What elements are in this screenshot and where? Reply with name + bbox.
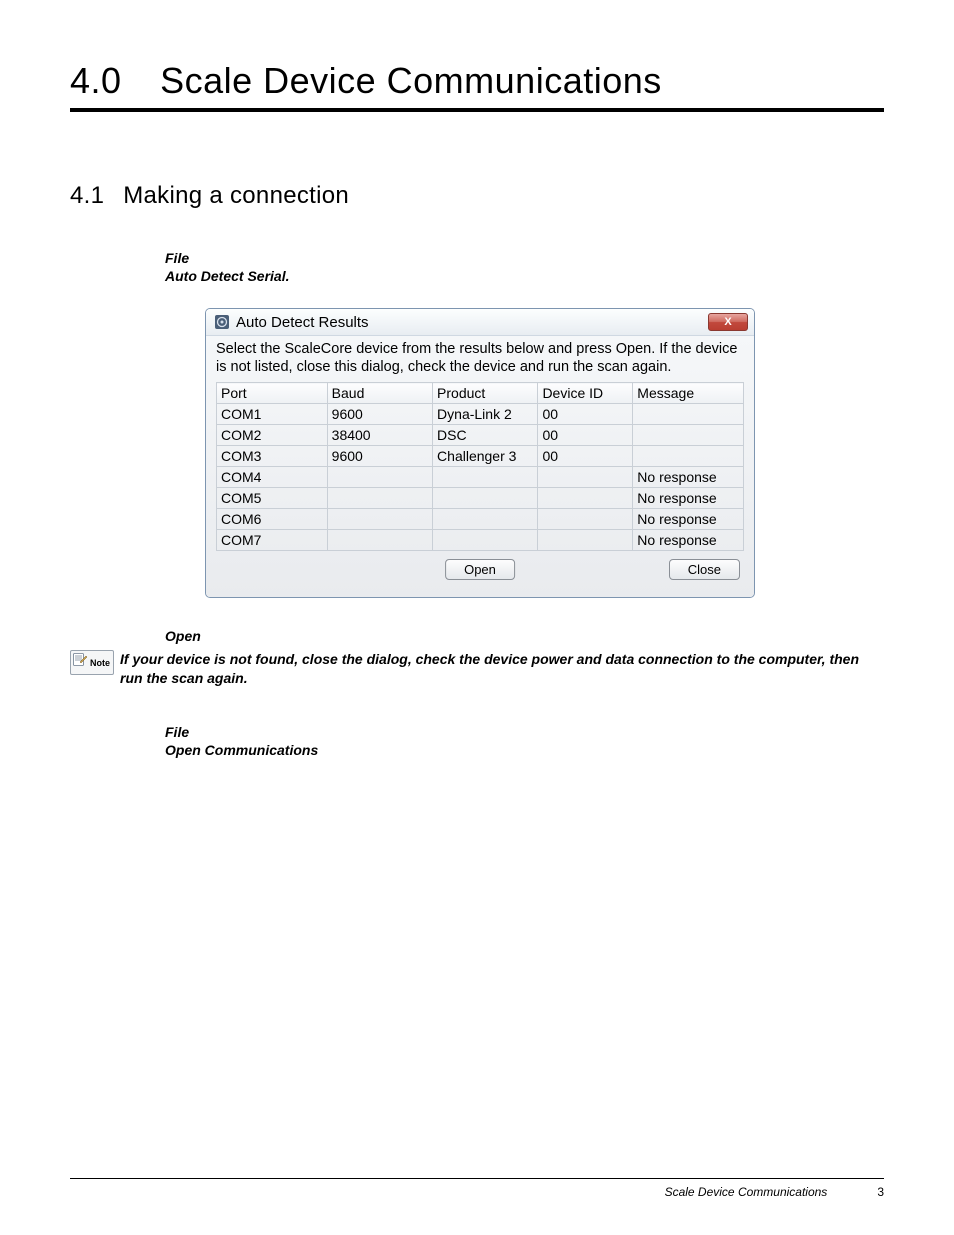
table-cell (538, 509, 633, 530)
column-header[interactable]: Product (433, 383, 538, 404)
table-cell: COM7 (217, 530, 328, 551)
dialog-title: Auto Detect Results (236, 314, 708, 331)
app-icon (214, 314, 230, 330)
results-table: Port Baud Product Device ID Message COM1… (216, 382, 744, 551)
note-badge: Note (70, 650, 114, 675)
step-file-autodetect: File Auto Detect Serial. (165, 250, 884, 284)
chapter-title: Scale Device Communications (160, 60, 662, 101)
step-line: Open Communications (165, 742, 884, 758)
dialog-body: Select the ScaleCore device from the res… (206, 336, 754, 597)
table-cell (538, 488, 633, 509)
table-cell: 38400 (327, 425, 432, 446)
table-row[interactable]: COM4 No response (217, 467, 744, 488)
open-button[interactable]: Open (445, 559, 515, 580)
step-line: File (165, 724, 884, 740)
table-row[interactable]: COM6 No response (217, 509, 744, 530)
table-row[interactable]: COM39600Challenger 300 (217, 446, 744, 467)
close-button[interactable]: Close (669, 559, 740, 580)
table-cell: No response (633, 488, 744, 509)
table-cell (327, 509, 432, 530)
table-cell (327, 467, 432, 488)
step-line: File (165, 250, 884, 266)
table-cell (433, 488, 538, 509)
table-cell: 9600 (327, 404, 432, 425)
column-header[interactable]: Message (633, 383, 744, 404)
step-line: Auto Detect Serial. (165, 268, 884, 284)
footer-page-number: 3 (877, 1185, 884, 1199)
table-cell: COM4 (217, 467, 328, 488)
section-heading: 4.1 Making a connection (70, 182, 884, 210)
dialog-titlebar: Auto Detect Results X (206, 309, 754, 336)
table-cell: Dyna-Link 2 (433, 404, 538, 425)
table-cell (433, 530, 538, 551)
table-cell: COM2 (217, 425, 328, 446)
column-header[interactable]: Port (217, 383, 328, 404)
document-page: 4.0 Scale Device Communications 4.1 Maki… (0, 0, 954, 1235)
table-cell (433, 467, 538, 488)
table-row[interactable]: COM7 No response (217, 530, 744, 551)
step-open: Open (165, 628, 884, 644)
table-cell (327, 488, 432, 509)
table-row[interactable]: COM19600Dyna-Link 200 (217, 404, 744, 425)
table-cell: Challenger 3 (433, 446, 538, 467)
table-cell: No response (633, 530, 744, 551)
auto-detect-dialog-screenshot: Auto Detect Results X Select the ScaleCo… (205, 308, 755, 598)
chapter-number: 4.0 (70, 60, 122, 101)
table-row[interactable]: COM5 No response (217, 488, 744, 509)
table-cell: No response (633, 467, 744, 488)
table-cell: 00 (538, 404, 633, 425)
note-icon (72, 652, 88, 673)
table-cell: No response (633, 509, 744, 530)
table-row[interactable]: COM238400DSC00 (217, 425, 744, 446)
footer-section: Scale Device Communications (665, 1185, 828, 1199)
dialog-button-row: Open Close (216, 559, 744, 585)
column-header[interactable]: Device ID (538, 383, 633, 404)
table-cell: COM1 (217, 404, 328, 425)
chapter-heading: 4.0 Scale Device Communications (70, 60, 884, 102)
table-cell (433, 509, 538, 530)
close-icon: X (724, 316, 731, 328)
table-cell: 00 (538, 446, 633, 467)
dialog-window: Auto Detect Results X Select the ScaleCo… (205, 308, 755, 598)
table-cell (633, 425, 744, 446)
column-header[interactable]: Baud (327, 383, 432, 404)
table-cell: COM5 (217, 488, 328, 509)
table-cell: DSC (433, 425, 538, 446)
table-cell: COM3 (217, 446, 328, 467)
heading-divider (70, 108, 884, 112)
table-cell (633, 404, 744, 425)
section-number: 4.1 (70, 182, 104, 209)
table-cell: COM6 (217, 509, 328, 530)
section-title: Making a connection (123, 182, 349, 209)
table-cell: 9600 (327, 446, 432, 467)
note-label: Note (90, 658, 110, 668)
note-text: If your device is not found, close the d… (120, 650, 884, 688)
window-close-button[interactable]: X (708, 313, 748, 331)
table-cell (633, 446, 744, 467)
page-footer: Scale Device Communications 3 (70, 1178, 884, 1199)
table-cell (538, 467, 633, 488)
results-tbody: COM19600Dyna-Link 200COM238400DSC00COM39… (217, 404, 744, 551)
table-cell: 00 (538, 425, 633, 446)
table-cell (327, 530, 432, 551)
table-header-row: Port Baud Product Device ID Message (217, 383, 744, 404)
dialog-instruction: Select the ScaleCore device from the res… (216, 340, 744, 376)
note-block: Note If your device is not found, close … (70, 650, 884, 688)
table-cell (538, 530, 633, 551)
step-file-open-comm: File Open Communications (165, 724, 884, 758)
